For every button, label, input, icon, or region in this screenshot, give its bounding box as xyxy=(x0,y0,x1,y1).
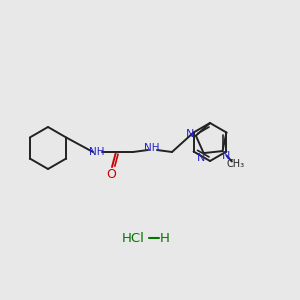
Text: O: O xyxy=(106,167,116,181)
Text: H: H xyxy=(160,232,170,244)
Text: N: N xyxy=(196,153,205,163)
Text: NH: NH xyxy=(89,147,105,157)
Text: HCl: HCl xyxy=(122,232,144,244)
Text: CH₃: CH₃ xyxy=(226,159,244,169)
Text: NH: NH xyxy=(144,143,160,153)
Text: N: N xyxy=(186,130,194,140)
Text: N: N xyxy=(222,151,231,160)
